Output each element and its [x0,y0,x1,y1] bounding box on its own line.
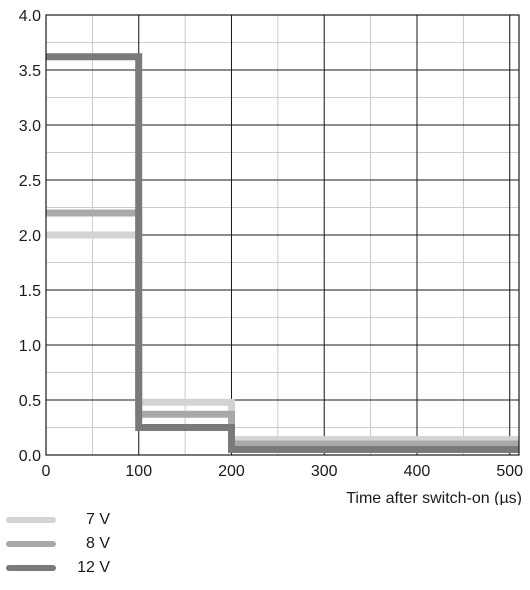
y-tick-label: 3.0 [19,118,41,135]
y-tick-label: 2.5 [19,173,41,190]
y-tick-label: 0.0 [19,448,41,465]
legend-item: 7 V [6,508,110,532]
series-layer [46,53,519,453]
y-tick-label: 2.0 [19,228,41,245]
legend-swatch [6,517,56,523]
legend-label: 12 V [77,559,110,576]
series-line-7v [46,231,519,444]
y-tick-label: 1.5 [19,283,41,300]
x-tick-label: 100 [125,463,152,480]
x-axis-label: Time after switch-on (µs) [346,490,522,505]
legend-item: 12 V [6,556,110,580]
y-tick-labels: 0.0 0.5 1.0 1.5 2.0 2.5 3.0 3.5 4.0 [19,8,41,465]
x-tick-label: 400 [404,463,431,480]
x-tick-label: 200 [218,463,245,480]
y-tick-label: 3.5 [19,63,41,80]
legend-swatch [6,541,56,547]
y-tick-label: 1.0 [19,338,41,355]
y-tick-label: 0.5 [19,393,41,410]
x-tick-labels: 0 100 200 300 400 500 [42,463,524,480]
legend-label: 8 V [85,535,110,552]
legend-label: 7 V [85,511,110,528]
x-tick-label: 0 [42,463,51,480]
series-line-12v [46,53,519,453]
x-tick-label: 300 [311,463,338,480]
y-tick-label: 4.0 [19,8,41,25]
legend-swatch [6,565,56,571]
plot-frame [45,14,520,456]
legend: 7 V 8 V 12 V [6,508,110,580]
chart: 0.0 0.5 1.0 1.5 2.0 2.5 3.0 3.5 4.0 0 100 200 300 40… [19,8,524,505]
x-tick-label: 500 [496,463,523,480]
legend-item: 8 V [6,532,110,556]
series-line-8v [46,209,519,448]
